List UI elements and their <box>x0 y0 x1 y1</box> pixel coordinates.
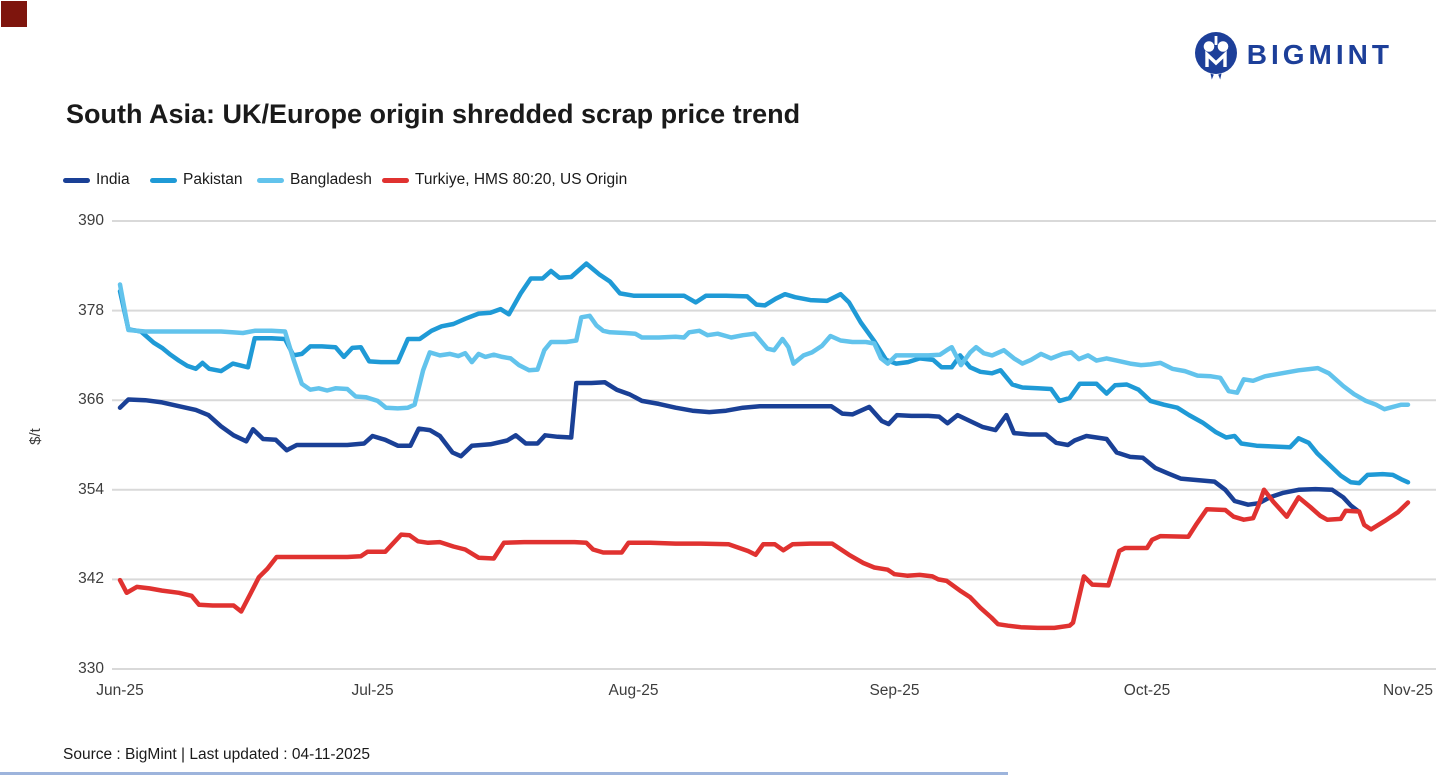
series-line-turkiye-hms-80-20-us-origin <box>117 487 1411 631</box>
y-axis-title: $/t <box>26 428 44 445</box>
source-note: Source : BigMint | Last updated : 04-11-… <box>63 746 371 763</box>
series-line-india <box>117 380 1360 513</box>
bigmint-logo: BIGMINT <box>1193 30 1393 80</box>
chart-legend: India Pakistan Bangladesh Turkiye, HMS 80:2… <box>0 171 1441 193</box>
legend-label: India <box>96 171 130 188</box>
legend-item-turkiye-hms-80-20-us-origin: Turkiye, HMS 80:20, US Origin <box>382 171 627 189</box>
legend-swatch <box>257 177 284 183</box>
legend-swatch <box>63 177 90 183</box>
y-tick-label-390: 390 <box>78 212 104 229</box>
series-line-bangladesh <box>117 282 1411 412</box>
legend-label: Pakistan <box>183 171 243 188</box>
corner-marker <box>1 1 27 27</box>
legend-item-bangladesh: Bangladesh <box>257 171 372 189</box>
y-tick-label-354: 354 <box>78 480 104 498</box>
bigmint-logo-text: BIGMINT <box>1246 39 1393 70</box>
legend-label: Bangladesh <box>290 171 372 188</box>
legend-swatch <box>150 177 177 183</box>
x-tick-label-sep-25: Sep-25 <box>869 682 920 699</box>
x-tick-label-jun-25: Jun-25 <box>96 682 144 699</box>
y-tick-label-378: 378 <box>78 301 104 319</box>
legend-swatch <box>382 177 409 183</box>
legend-item-pakistan: Pakistan <box>150 171 242 189</box>
x-tick-label-jul-25: Jul-25 <box>351 682 394 699</box>
y-tick-label-330: 330 <box>78 660 104 677</box>
x-tick-label-nov-25: Nov-25 <box>1383 682 1433 699</box>
x-tick-label-oct-25: Oct-25 <box>1123 682 1171 699</box>
bottom-divider <box>0 772 1008 775</box>
y-tick-label-366: 366 <box>78 391 104 409</box>
bigmint-logo-icon <box>1194 32 1237 80</box>
y-tick-label-342: 342 <box>78 570 104 588</box>
page-title: South Asia: UK/Europe origin shredded sc… <box>66 99 801 129</box>
legend-item-india: India <box>63 171 130 189</box>
x-tick-label-aug-25: Aug-25 <box>608 682 659 699</box>
series-line-pakistan <box>117 261 1411 486</box>
legend-label: Turkiye, HMS 80:20, US Origin <box>415 171 628 188</box>
